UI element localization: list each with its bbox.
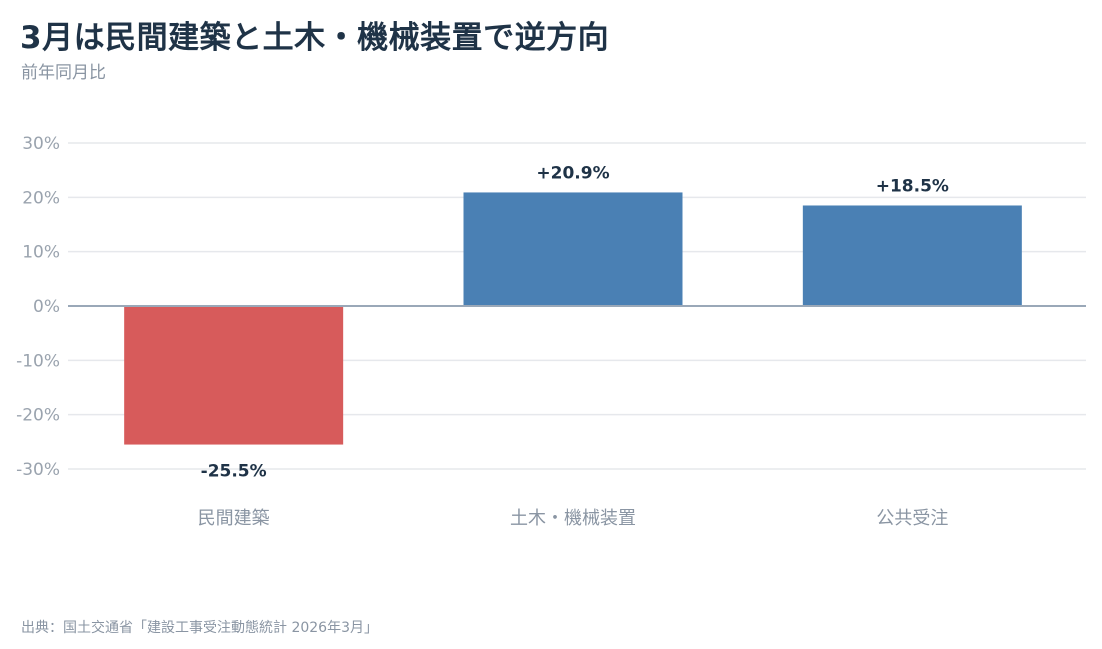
bar	[802, 205, 1022, 306]
bar-chart: 30% 20% 10% 0% -10% -20% -30% -25.5% 民間建築 +20.9% 土…	[16, 134, 1086, 529]
category-label: 土木・機械装置	[510, 508, 636, 529]
data-label: +20.9%	[536, 163, 609, 183]
source-note: 出典：国土交通省「建設工事受注動態統計 2026年3月」	[21, 620, 378, 636]
chart-subtitle: 前年同月比	[21, 63, 106, 83]
category-label: 公共受注	[876, 508, 948, 529]
y-tick-label: -10%	[16, 351, 60, 371]
data-label: +18.5%	[876, 176, 949, 196]
y-tick-label: -30%	[16, 460, 60, 480]
data-label: -25.5%	[201, 462, 267, 482]
bar	[463, 192, 683, 306]
y-tick-label: 10%	[22, 243, 60, 263]
category-label: 民間建築	[198, 508, 270, 529]
y-tick-label: 30%	[22, 134, 60, 154]
chart-title: 3月は民間建築と土木・機械装置で逆方向	[20, 20, 610, 56]
bar	[124, 306, 344, 445]
y-tick-label: -20%	[16, 406, 60, 426]
y-tick-label: 0%	[33, 297, 60, 317]
y-tick-label: 20%	[22, 188, 60, 208]
